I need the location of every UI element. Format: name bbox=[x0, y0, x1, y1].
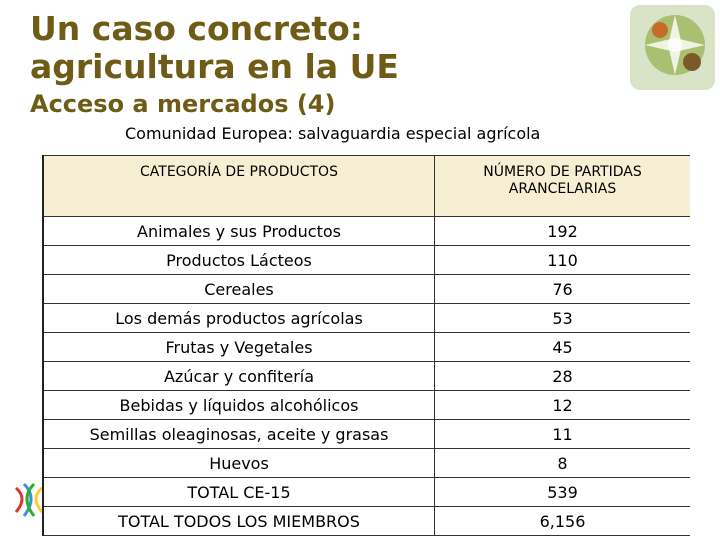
subtitle: Acceso a mercados (4) bbox=[30, 90, 336, 118]
title: Un caso concreto: bbox=[30, 9, 363, 48]
table-row: Los demás productos agrícolas 53 bbox=[43, 303, 690, 333]
category-cell: Semillas oleaginosas, aceite y grasas bbox=[43, 419, 435, 449]
category-cell: Huevos bbox=[43, 448, 435, 478]
decor-image bbox=[630, 5, 715, 90]
wto-logo bbox=[14, 482, 44, 517]
category-cell: Los demás productos agrícolas bbox=[43, 303, 435, 333]
data-table: CATEGORÍA DE PRODUCTOS NÚMERO DE PARTIDA… bbox=[42, 155, 690, 536]
count-cell: 12 bbox=[434, 390, 690, 420]
count-cell: 28 bbox=[434, 361, 690, 391]
count-cell: 45 bbox=[434, 332, 690, 362]
table-row: Animales y sus Productos 192 bbox=[43, 216, 690, 246]
table-row: Semillas oleaginosas, aceite y grasas 11 bbox=[43, 419, 690, 449]
category-cell: Frutas y Vegetales bbox=[43, 332, 435, 362]
table-row: TOTAL CE-15 539 bbox=[43, 477, 690, 507]
table-row: Cereales 76 bbox=[43, 274, 690, 304]
category-cell: TOTAL CE-15 bbox=[43, 477, 435, 507]
category-cell: TOTAL TODOS LOS MIEMBROS bbox=[43, 506, 435, 536]
category-cell: Animales y sus Productos bbox=[43, 216, 435, 246]
count-cell: 6,156 bbox=[434, 506, 690, 536]
table-row: TOTAL TODOS LOS MIEMBROS 6,156 bbox=[43, 506, 690, 536]
count-cell: 110 bbox=[434, 245, 690, 275]
category-cell: Azúcar y confitería bbox=[43, 361, 435, 391]
table-row: Frutas y Vegetales 45 bbox=[43, 332, 690, 362]
category-cell: Productos Lácteos bbox=[43, 245, 435, 275]
category-cell: Cereales bbox=[43, 274, 435, 304]
table-row: Bebidas y líquidos alcohólicos 12 bbox=[43, 390, 690, 420]
count-cell: 8 bbox=[434, 448, 690, 478]
table-row: Azúcar y confitería 28 bbox=[43, 361, 690, 391]
header-cell: NÚMERO DE PARTIDAS ARANCELARIAS bbox=[434, 155, 690, 217]
count-cell: 53 bbox=[434, 303, 690, 333]
count-cell: 11 bbox=[434, 419, 690, 449]
count-cell: 192 bbox=[434, 216, 690, 246]
count-cell: 76 bbox=[434, 274, 690, 304]
title: agricultura en la UE bbox=[30, 47, 399, 86]
table-row: Huevos 8 bbox=[43, 448, 690, 478]
count-cell: 539 bbox=[434, 477, 690, 507]
category-cell: Bebidas y líquidos alcohólicos bbox=[43, 390, 435, 420]
table-row: Productos Lácteos 110 bbox=[43, 245, 690, 275]
header-cell: CATEGORÍA DE PRODUCTOS bbox=[43, 155, 435, 217]
caption: Comunidad Europea: salvaguardia especial… bbox=[125, 124, 541, 143]
